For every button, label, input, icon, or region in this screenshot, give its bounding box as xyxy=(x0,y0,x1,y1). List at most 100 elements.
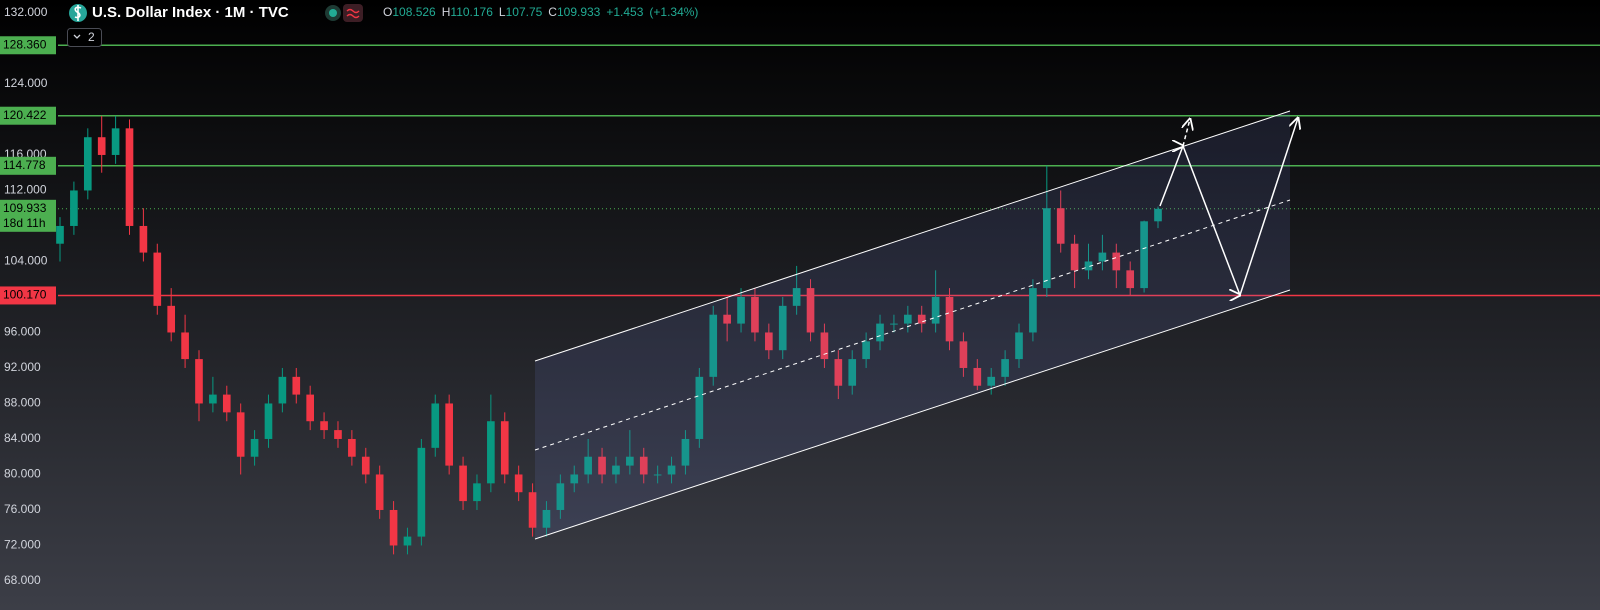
candle-body xyxy=(278,376,287,404)
projection-arrow xyxy=(1159,118,1298,295)
candle-body xyxy=(167,305,176,333)
level-label: 114.778 xyxy=(3,158,46,172)
candle-body xyxy=(236,412,245,457)
candle-body xyxy=(1112,252,1121,271)
candle-body xyxy=(125,128,134,226)
indicator-count[interactable]: 2 xyxy=(88,30,95,44)
quote-text: H xyxy=(442,5,451,19)
candle-body xyxy=(876,323,884,342)
last-price-bg xyxy=(0,199,56,232)
candle-body xyxy=(806,288,815,333)
candle-body xyxy=(778,305,787,351)
y-tick-label: 80.000 xyxy=(4,467,41,481)
quote-text: 107.75 xyxy=(506,5,543,19)
countdown-label: 18d 11h xyxy=(3,216,46,230)
candle-body xyxy=(348,438,356,457)
candle-body xyxy=(737,296,745,324)
candle-body xyxy=(890,323,898,325)
level-label: 100.170 xyxy=(3,288,47,302)
level-label-bg xyxy=(0,156,56,175)
feed-badge xyxy=(343,4,363,22)
candle-body xyxy=(765,332,773,351)
level-label-bg xyxy=(0,286,56,305)
chevron xyxy=(73,34,81,39)
candle-body xyxy=(959,341,968,368)
candle-body xyxy=(834,359,843,386)
feed-icon xyxy=(346,8,360,19)
symbol-icon-glyph xyxy=(74,5,82,21)
symbol-title: U.S. Dollar Index · 1M · TVC xyxy=(92,4,289,21)
quote-text: +1.453 xyxy=(606,5,643,19)
candle-body xyxy=(487,421,495,484)
candle-body xyxy=(153,252,162,306)
candle-body xyxy=(209,394,217,404)
channel-lower xyxy=(534,289,1291,540)
candle-body xyxy=(1015,332,1023,360)
candle-body xyxy=(1154,208,1162,222)
y-tick-label: 88.000 xyxy=(4,396,41,410)
candle-body xyxy=(111,128,120,155)
y-tick-label: 96.000 xyxy=(4,325,41,339)
candle-body xyxy=(334,430,342,439)
candle-body xyxy=(292,376,301,395)
channel-fill xyxy=(535,111,1290,539)
y-tick-label: 84.000 xyxy=(4,431,41,445)
candle-body xyxy=(70,190,78,226)
y-tick-label: 124.000 xyxy=(4,76,48,90)
level-label-bg xyxy=(0,106,56,125)
last-price-label: 109.933 xyxy=(3,201,47,215)
candle-body xyxy=(195,359,203,404)
candle-body xyxy=(1084,261,1093,271)
candle-body xyxy=(945,296,954,342)
indicator-toggle[interactable] xyxy=(67,28,102,47)
candle-body xyxy=(792,288,801,306)
candle-body xyxy=(514,474,523,493)
level-label-bg xyxy=(0,36,56,55)
candle-body xyxy=(1001,359,1009,377)
level-label: 120.422 xyxy=(3,108,47,122)
candle-body xyxy=(83,137,92,191)
candle-body xyxy=(250,438,259,457)
channel-upper xyxy=(534,110,1291,362)
candle-body xyxy=(528,492,537,528)
candle-body xyxy=(306,394,314,422)
quote-text: 110.176 xyxy=(450,5,493,19)
candle-body xyxy=(570,474,579,484)
candle-body xyxy=(917,314,926,324)
quote-text: L xyxy=(499,5,506,19)
y-tick-label: 132.000 xyxy=(4,5,48,19)
candle-body xyxy=(862,341,870,360)
candle-body xyxy=(1140,221,1148,289)
y-tick-label: 68.000 xyxy=(4,573,41,587)
quote-text: 109.933 xyxy=(557,5,601,19)
candle-body xyxy=(751,296,759,333)
projection-dashed xyxy=(1183,119,1190,147)
candle-body xyxy=(667,465,676,475)
candle-body xyxy=(584,456,592,475)
y-tick-label: 92.000 xyxy=(4,360,41,374)
candle-body xyxy=(556,483,565,510)
quote-text: 108.526 xyxy=(392,5,436,19)
y-tick-label: 72.000 xyxy=(4,538,41,552)
candle-body xyxy=(361,456,370,475)
quote-text: C xyxy=(548,5,557,19)
candle-body xyxy=(653,474,662,476)
candle-body xyxy=(1029,288,1037,333)
quote-text: (+1.34%) xyxy=(649,5,698,19)
candle-body xyxy=(1126,270,1135,289)
candle-body xyxy=(445,403,453,466)
candle-body xyxy=(1056,208,1065,244)
candle-body xyxy=(459,465,467,502)
status-dot xyxy=(329,9,337,17)
candle-body xyxy=(931,296,940,324)
candle-body xyxy=(375,474,384,510)
candle-body xyxy=(403,536,412,546)
level-label: 128.360 xyxy=(3,37,47,51)
candle-body xyxy=(542,509,551,528)
y-tick-label: 76.000 xyxy=(4,502,41,516)
candle-body xyxy=(417,447,426,537)
candle-body xyxy=(904,314,912,324)
y-tick-label: 104.000 xyxy=(4,254,48,268)
candle-body xyxy=(181,332,189,360)
candle-body xyxy=(987,376,996,386)
